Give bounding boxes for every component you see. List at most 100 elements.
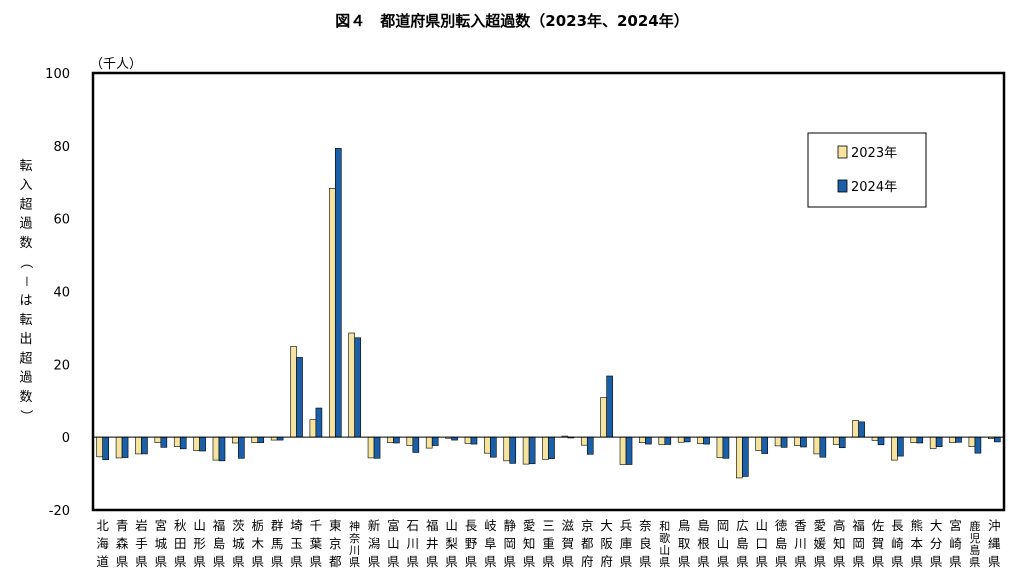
x-tick-char: 徳 (775, 518, 788, 533)
bar-2024年-山口県 (761, 436, 769, 454)
x-tick-char: 県 (639, 554, 652, 569)
x-tick-char: 県 (852, 554, 865, 569)
x-tick-char: 県 (969, 556, 980, 569)
x-tick-char: 県 (213, 554, 226, 569)
x-tick-label: 埼玉県 (290, 518, 303, 569)
x-tick-label: 三重県 (542, 518, 555, 569)
x-tick-char: 大 (930, 518, 943, 533)
bar-2024年-山形県 (199, 436, 206, 452)
chart-title: 図４ 都道府県別転入超過数（2023年、2024年） (335, 12, 689, 30)
x-tick-char: 宮 (949, 518, 962, 533)
x-tick-char: 府 (581, 554, 594, 569)
bar-2023年-東京都 (328, 188, 336, 438)
x-tick-char: 玉 (290, 536, 303, 551)
x-tick-char: 群 (271, 518, 284, 533)
bar-2024年-福井県 (431, 436, 439, 446)
x-tick-char: 島 (697, 518, 710, 533)
x-tick-char: 広 (736, 518, 749, 533)
x-tick-char: 県 (891, 554, 904, 569)
y-axis-label-char: 入 (19, 178, 32, 193)
x-tick-char: 県 (794, 554, 807, 569)
legend-box (807, 132, 927, 208)
legend-swatch-2024 (837, 179, 848, 193)
x-tick-char: 北 (96, 518, 109, 533)
bar-2023年-大分県 (929, 436, 937, 449)
bar-2024年-岩手県 (141, 436, 148, 455)
x-tick-label: 鳥取県 (678, 518, 691, 569)
bar-2024年-富山県 (393, 436, 400, 444)
unit-label: （千人） (90, 57, 142, 72)
bar-2023年-熊本県 (910, 436, 918, 443)
bar-2024年-北海道 (102, 436, 109, 461)
legend: 2023年 2024年 (807, 132, 927, 208)
y-axis-label-char: 出 (19, 332, 32, 347)
bar-2023年-兵庫県 (619, 436, 627, 465)
x-tick-char: 県 (659, 556, 670, 569)
x-tick-char: 川 (794, 536, 807, 551)
bar-2024年-愛媛県 (819, 436, 827, 458)
x-tick-char: 県 (193, 554, 206, 569)
x-tick-char: 県 (755, 554, 768, 569)
bar-2024年-鳥取県 (683, 436, 691, 443)
bar-2023年-山口県 (755, 436, 763, 451)
x-tick-char: 県 (814, 554, 827, 569)
x-tick-char: 山 (387, 536, 400, 551)
bar-2023年-石川県 (406, 436, 414, 446)
x-tick-label: 奈良県 (639, 518, 652, 569)
x-tick-char: 県 (387, 554, 400, 569)
x-tick-char: 県 (911, 554, 924, 569)
x-tick-char: 三 (542, 518, 555, 533)
x-tick-char: 梨 (445, 536, 458, 551)
y-tick-label: 20 (53, 358, 70, 373)
x-tick-char: 井 (426, 536, 439, 551)
x-tick-char: 県 (349, 556, 360, 569)
bar-2024年-島根県 (703, 436, 710, 445)
bar-2024年-沖縄県 (994, 436, 1001, 443)
y-tick-label: 40 (53, 286, 70, 301)
x-tick-label: 山梨県 (445, 518, 458, 569)
x-tick-label: 岐阜県 (484, 518, 497, 569)
x-tick-char: 葉 (310, 536, 323, 551)
bar-2024年-千葉県 (315, 407, 323, 438)
x-tick-char: 県 (717, 554, 730, 569)
y-axis: -20 0 20 40 60 80 100 (45, 67, 70, 519)
x-tick-char: 愛 (814, 518, 827, 533)
x-tick-char: 阪 (600, 536, 613, 551)
x-tick-char: 滋 (562, 518, 575, 533)
x-tick-char: 県 (503, 554, 516, 569)
x-tick-label: 静岡県 (503, 518, 516, 569)
x-axis-labels: 北海道青森県岩手県宮城県秋田県山形県福島県茨城県栃木県群馬県埼玉県千葉県東京都神… (96, 518, 1001, 569)
y-axis-label-char: 転 (19, 313, 32, 328)
bar-2024年-茨城県 (238, 436, 245, 459)
x-tick-char: 木 (251, 536, 264, 551)
x-tick-char: 取 (678, 536, 691, 551)
bar-2023年-岡山県 (716, 436, 724, 458)
x-tick-char: 本 (911, 536, 924, 551)
bar-2023年-島根県 (697, 436, 704, 445)
x-tick-char: 山 (717, 536, 730, 551)
y-tick-label: -20 (49, 504, 70, 519)
x-tick-char: 田 (174, 536, 187, 551)
y-axis-label-char: 超 (19, 197, 32, 212)
bar-2023年-長野県 (464, 436, 472, 444)
x-tick-char: 長 (465, 518, 478, 533)
x-tick-label: 秋田県 (174, 518, 187, 569)
y-axis-label-char: 数 (19, 390, 32, 405)
x-tick-char: 富 (387, 518, 400, 533)
x-tick-char: 岡 (852, 536, 865, 551)
x-tick-char: 佐 (872, 518, 885, 533)
x-tick-char: 海 (96, 536, 109, 551)
x-tick-char: 歌 (659, 531, 670, 545)
bar-2024年-岡山県 (722, 436, 730, 459)
x-tick-char: 分 (930, 536, 943, 551)
legend-label-2024: 2024年 (851, 180, 897, 195)
x-tick-label: 長野県 (465, 518, 478, 569)
bar-2023年-長崎県 (891, 436, 898, 461)
bar-2023年-静岡県 (503, 436, 511, 462)
bar-2024年-大分県 (935, 436, 943, 447)
x-tick-char: 新 (368, 518, 381, 533)
x-tick-char: 県 (426, 554, 439, 569)
